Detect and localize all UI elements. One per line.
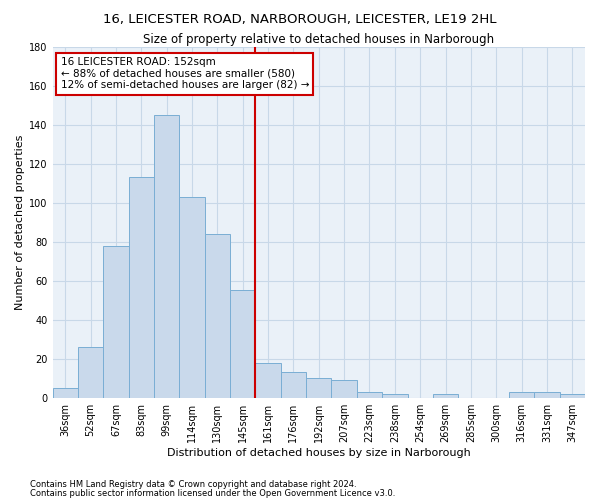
X-axis label: Distribution of detached houses by size in Narborough: Distribution of detached houses by size … (167, 448, 470, 458)
Bar (281, 372, 306, 398)
Bar (103, 246, 128, 398)
Bar (205, 234, 230, 398)
Bar (154, 115, 179, 398)
Bar (128, 178, 154, 398)
Text: Contains HM Land Registry data © Crown copyright and database right 2024.: Contains HM Land Registry data © Crown c… (30, 480, 356, 489)
Bar (331, 380, 357, 398)
Text: Contains public sector information licensed under the Open Government Licence v3: Contains public sector information licen… (30, 489, 395, 498)
Y-axis label: Number of detached properties: Number of detached properties (15, 134, 25, 310)
Bar (534, 392, 560, 398)
Bar (382, 394, 407, 398)
Bar (509, 392, 534, 398)
Title: Size of property relative to detached houses in Narborough: Size of property relative to detached ho… (143, 32, 494, 46)
Bar (179, 197, 205, 398)
Text: 16, LEICESTER ROAD, NARBOROUGH, LEICESTER, LE19 2HL: 16, LEICESTER ROAD, NARBOROUGH, LEICESTE… (103, 12, 497, 26)
Text: 16 LEICESTER ROAD: 152sqm
← 88% of detached houses are smaller (580)
12% of semi: 16 LEICESTER ROAD: 152sqm ← 88% of detac… (61, 57, 309, 90)
Bar (433, 394, 458, 398)
Bar (53, 388, 78, 398)
Bar (306, 378, 331, 398)
Bar (78, 347, 103, 398)
Bar (256, 362, 281, 398)
Bar (357, 392, 382, 398)
Bar (230, 290, 256, 398)
Bar (560, 394, 585, 398)
